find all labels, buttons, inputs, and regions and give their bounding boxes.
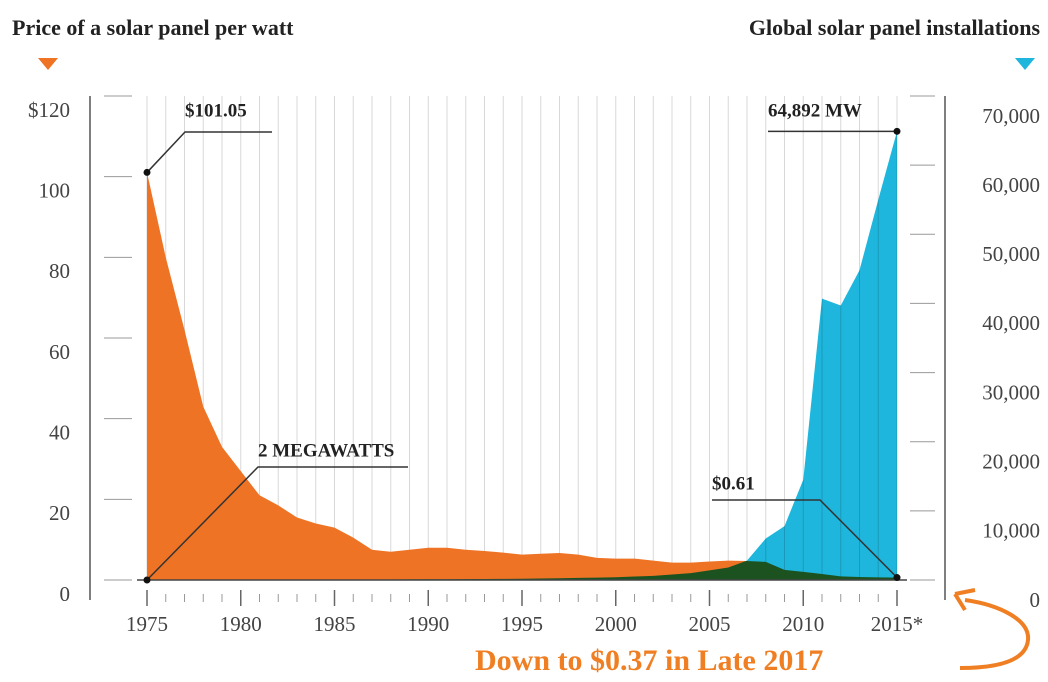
x-tick-label: 1985 (314, 612, 356, 636)
x-tick-label: 1995 (501, 612, 543, 636)
annotation-dot (143, 168, 151, 176)
y-tick-label: 40 (49, 420, 70, 444)
right-marker (1015, 58, 1035, 70)
y-tick-label: $120 (28, 98, 70, 122)
y-tick-label: 80 (49, 259, 70, 283)
y-tick-label: 20 (49, 501, 70, 525)
y2-tick-label: 30,000 (982, 380, 1040, 404)
x-tick-label: 1990 (407, 612, 449, 636)
annotation-label: 2 MEGAWATTS (258, 440, 394, 461)
note-arrow (959, 598, 1031, 670)
annotation-label: $0.61 (712, 473, 755, 494)
note-arrowhead (953, 588, 976, 612)
y2-tick-label: 40,000 (982, 311, 1040, 335)
note: Down to $0.37 in Late 2017 (475, 644, 823, 677)
x-tick-label: 2005 (689, 612, 731, 636)
annotation-label: $101.05 (185, 100, 247, 121)
y2-tick-label: 50,000 (982, 242, 1040, 266)
x-tick-label: 1975 (126, 612, 168, 636)
plot (146, 96, 898, 580)
y-tick-label: 0 (60, 582, 71, 606)
y2-tick-label: 70,000 (982, 104, 1040, 128)
left-marker (38, 58, 58, 70)
annotation-leader (146, 466, 408, 581)
y2-tick-label: 10,000 (982, 519, 1040, 543)
annotation-label: 64,892 MW (768, 100, 862, 121)
x-tick-label: 1980 (220, 612, 262, 636)
area (147, 131, 897, 580)
annotation-leader (146, 131, 272, 173)
y-tick-label: 60 (49, 340, 70, 364)
area (147, 172, 897, 580)
x-tick-label: 2000 (595, 612, 637, 636)
annotation-dot (893, 574, 901, 582)
right-axis-title: Global solar panel installations (749, 15, 1041, 40)
annotation-dot (893, 127, 901, 135)
y2-tick-label: 60,000 (982, 173, 1040, 197)
annotation-dot (143, 576, 151, 584)
y2-tick-label: 0 (1030, 588, 1041, 612)
y-tick-label: 100 (39, 178, 71, 202)
left-axis-title: Price of a solar panel per watt (12, 15, 294, 40)
annotation-leader (712, 499, 898, 579)
x-tick-label: 2010 (782, 612, 824, 636)
y2-tick-label: 20,000 (982, 450, 1040, 474)
x-tick-label: 2015* (871, 612, 924, 636)
